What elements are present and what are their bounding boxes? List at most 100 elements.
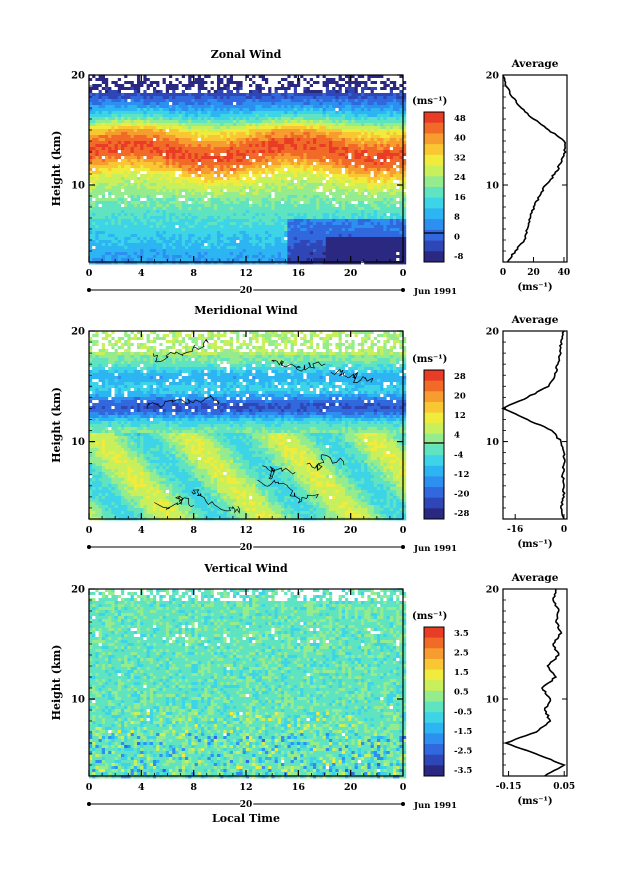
heatmap-cell bbox=[271, 126, 275, 129]
heatmap-cell bbox=[364, 93, 368, 96]
heatmap-cell bbox=[358, 207, 362, 210]
heatmap-cell bbox=[316, 105, 320, 108]
heatmap-cell bbox=[335, 132, 339, 135]
heatmap-cell bbox=[246, 210, 250, 213]
heatmap-cell bbox=[342, 153, 346, 156]
heatmap-cell bbox=[297, 210, 301, 213]
heatmap-cell bbox=[127, 174, 131, 177]
heatmap-cell bbox=[108, 105, 112, 108]
heatmap-cell bbox=[121, 141, 125, 144]
heatmap-cell bbox=[323, 138, 327, 141]
heatmap-cell bbox=[348, 117, 352, 120]
heatmap-cell bbox=[255, 186, 259, 189]
heatmap-cell bbox=[278, 78, 282, 81]
heatmap-cell bbox=[332, 114, 336, 117]
heatmap-cell bbox=[108, 150, 112, 153]
heatmap-cell bbox=[179, 174, 183, 177]
heatmap-cell bbox=[102, 186, 106, 189]
heatmap-cell bbox=[313, 120, 317, 123]
heatmap-cell bbox=[255, 132, 259, 135]
heatmap-cell bbox=[361, 117, 365, 120]
heatmap-cell bbox=[255, 135, 259, 138]
heatmap-cell bbox=[233, 159, 237, 162]
heatmap-cell bbox=[300, 144, 304, 147]
heatmap-cell bbox=[188, 195, 192, 198]
heatmap-cell bbox=[92, 204, 96, 207]
heatmap-cell bbox=[217, 132, 221, 135]
heatmap-cell bbox=[131, 213, 135, 216]
heatmap-cell bbox=[191, 159, 195, 162]
heatmap-cell bbox=[214, 207, 218, 210]
heatmap-cell bbox=[364, 192, 368, 195]
heatmap-cell bbox=[300, 168, 304, 171]
heatmap-cell bbox=[153, 132, 157, 135]
heatmap-cell bbox=[265, 126, 269, 129]
heatmap-cell bbox=[342, 87, 346, 90]
heatmap-cell bbox=[246, 198, 250, 201]
heatmap-cell bbox=[287, 138, 291, 141]
heatmap-cell bbox=[316, 189, 320, 192]
heatmap-cell bbox=[102, 120, 106, 123]
heatmap-cell bbox=[95, 90, 99, 93]
heatmap-cell bbox=[121, 213, 125, 216]
heatmap-cell bbox=[118, 204, 122, 207]
heatmap-cell bbox=[233, 141, 237, 144]
heatmap-cell bbox=[300, 129, 304, 132]
heatmap-cell bbox=[239, 81, 243, 84]
heatmap-cell bbox=[339, 153, 343, 156]
heatmap-cell bbox=[255, 144, 259, 147]
heatmap-cell bbox=[92, 81, 96, 84]
heatmap-cell bbox=[303, 222, 307, 225]
heatmap-cell bbox=[303, 201, 307, 204]
heatmap-cell bbox=[259, 171, 263, 174]
heatmap-cell bbox=[140, 213, 144, 216]
heatmap-cell bbox=[118, 120, 122, 123]
heatmap-cell bbox=[214, 138, 218, 141]
heatmap-cell bbox=[393, 108, 397, 111]
heatmap-cell bbox=[307, 219, 311, 222]
heatmap-cell bbox=[307, 204, 311, 207]
heatmap-cell bbox=[204, 198, 208, 201]
heatmap-cell bbox=[124, 126, 128, 129]
heatmap-cell bbox=[380, 195, 384, 198]
heatmap-cell bbox=[271, 159, 275, 162]
heatmap-cell bbox=[236, 162, 240, 165]
heatmap-cell bbox=[179, 207, 183, 210]
heatmap-cell bbox=[143, 135, 147, 138]
heatmap-cell bbox=[342, 114, 346, 117]
heatmap-cell bbox=[239, 105, 243, 108]
heatmap-cell bbox=[358, 108, 362, 111]
heatmap-cell bbox=[156, 84, 160, 87]
heatmap-cell bbox=[102, 114, 106, 117]
heatmap-cell bbox=[137, 138, 141, 141]
heatmap-cell bbox=[223, 96, 227, 99]
heatmap-cell bbox=[355, 108, 359, 111]
heatmap-cell bbox=[361, 156, 365, 159]
heatmap-cell bbox=[217, 204, 221, 207]
heatmap-cell bbox=[351, 108, 355, 111]
heatmap-cell bbox=[131, 168, 135, 171]
heatmap-cell bbox=[313, 210, 317, 213]
heatmap-cell bbox=[108, 141, 112, 144]
heatmap-cell bbox=[111, 105, 115, 108]
heatmap-cell bbox=[383, 114, 387, 117]
heatmap-cell bbox=[281, 201, 285, 204]
heatmap-cell bbox=[195, 111, 199, 114]
heatmap-cell bbox=[223, 222, 227, 225]
heatmap-cell bbox=[111, 225, 115, 228]
heatmap-cell bbox=[159, 189, 163, 192]
heatmap-cell bbox=[393, 120, 397, 123]
heatmap-cell bbox=[188, 186, 192, 189]
heatmap-cell bbox=[207, 213, 211, 216]
heatmap-cell bbox=[329, 123, 333, 126]
heatmap-cell bbox=[390, 93, 394, 96]
heatmap-cell bbox=[313, 186, 317, 189]
heatmap-cell bbox=[230, 177, 234, 180]
heatmap-cell bbox=[255, 99, 259, 102]
heatmap-cell bbox=[361, 219, 365, 222]
heatmap-cell bbox=[252, 180, 256, 183]
heatmap-cell bbox=[217, 198, 221, 201]
heatmap-cell bbox=[227, 99, 231, 102]
heatmap-cell bbox=[367, 207, 371, 210]
heatmap-cell bbox=[115, 87, 119, 90]
